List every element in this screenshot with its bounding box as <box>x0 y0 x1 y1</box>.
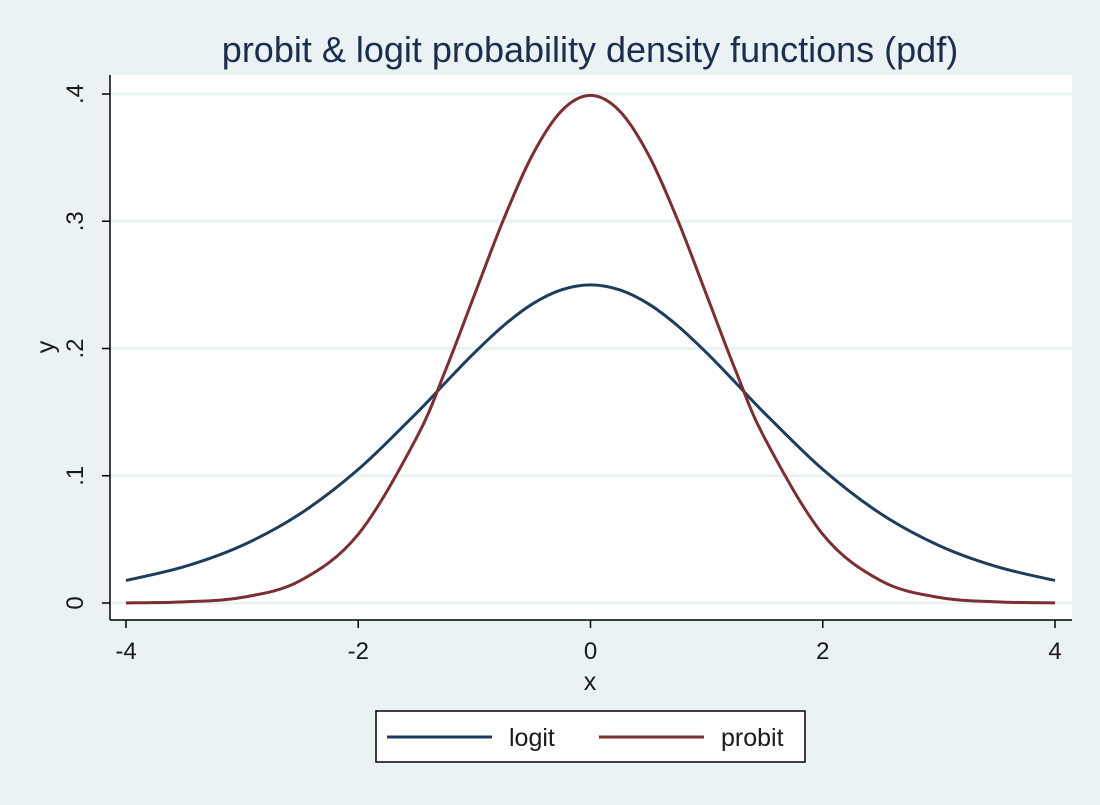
legend-label-probit: probit <box>721 724 784 752</box>
legend-label-logit: logit <box>509 724 555 752</box>
x-tick-label: -2 <box>348 638 369 665</box>
gridlines <box>110 92 1072 605</box>
y-axis-ticks: 0 .1 .2 .3 .4 <box>62 84 110 610</box>
series-lines <box>125 93 1056 605</box>
y-tick-label: .2 <box>62 338 89 358</box>
x-tick-label: 4 <box>1048 638 1061 665</box>
y-tick-label: .3 <box>62 211 89 231</box>
y-tick-label: 0 <box>62 596 89 609</box>
x-axis-ticks: -4 -2 0 2 4 <box>115 620 1062 665</box>
series-line-probit <box>125 93 1056 605</box>
x-tick-label: 0 <box>584 638 597 665</box>
chart-title: probit & logit probability density funct… <box>222 29 958 70</box>
series-line-logit <box>125 283 1056 582</box>
x-tick-label: 2 <box>816 638 829 665</box>
y-axis-label: y <box>32 340 60 353</box>
x-tick-label: -4 <box>115 638 136 665</box>
legend: logit probit <box>375 710 806 763</box>
x-axis-label: x <box>584 668 597 696</box>
y-tick-label: .4 <box>62 84 89 104</box>
y-tick-label: .1 <box>62 466 89 486</box>
